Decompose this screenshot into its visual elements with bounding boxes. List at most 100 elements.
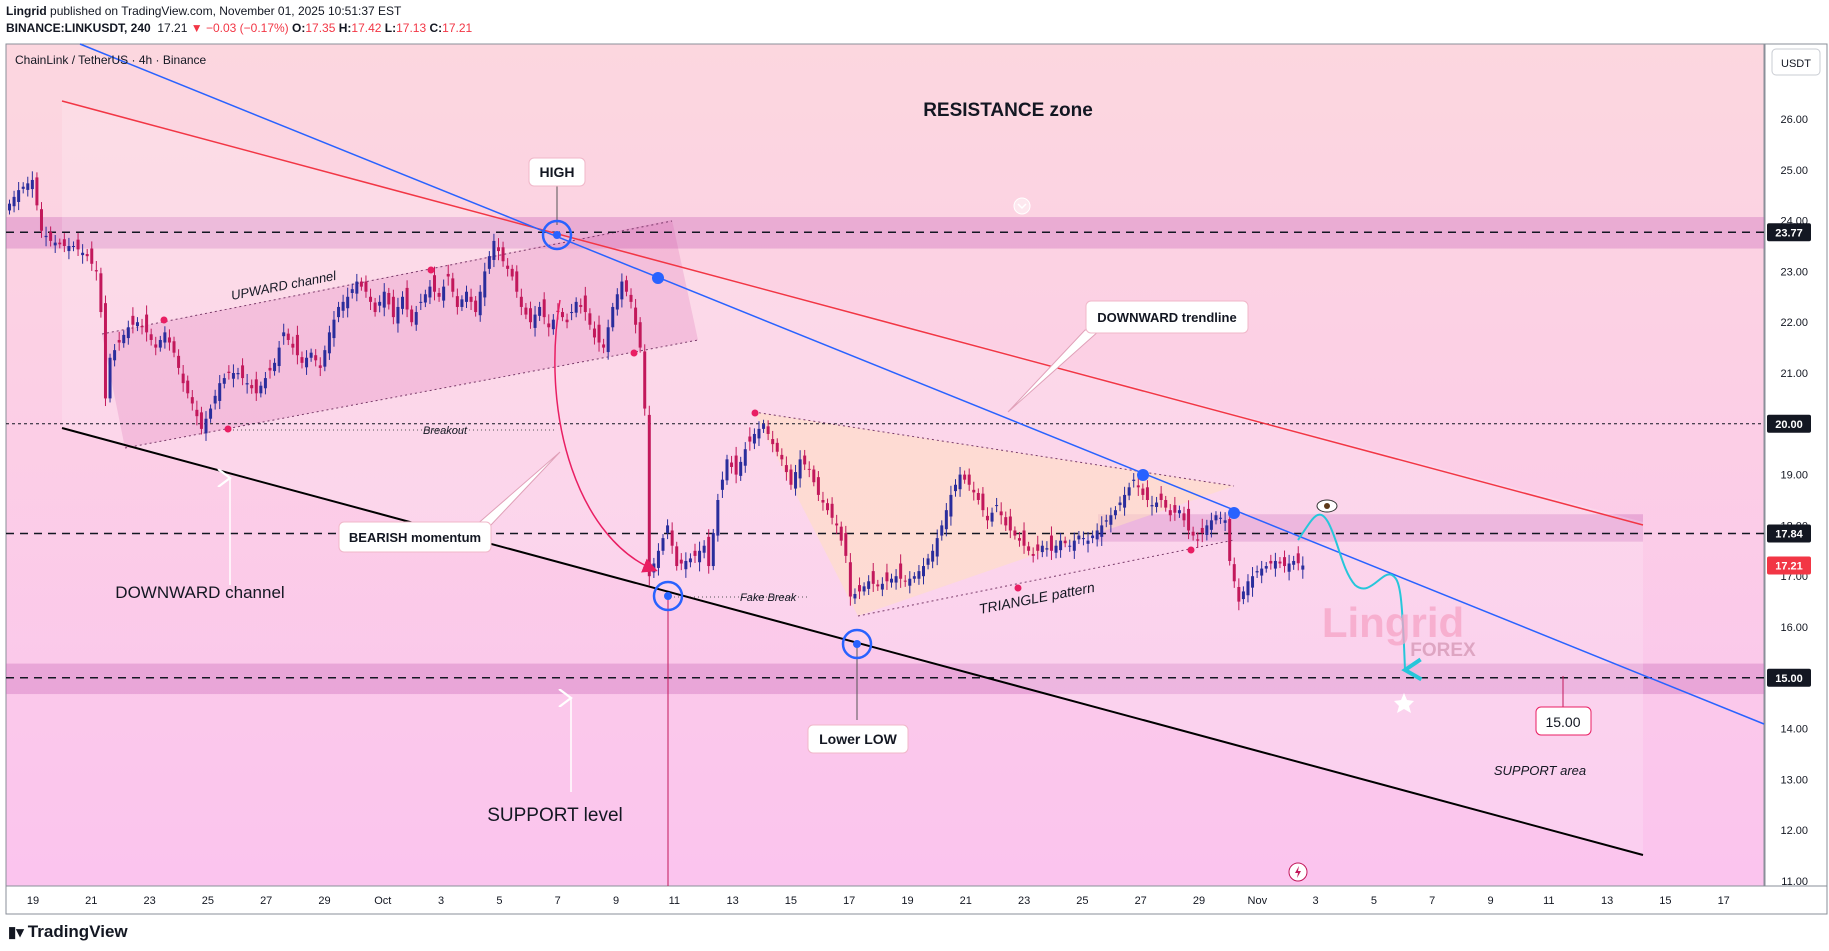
candle-body: [99, 273, 103, 313]
candle-body: [355, 281, 359, 294]
price-badge-4: [1767, 668, 1811, 687]
x-tick-label: 21: [960, 895, 972, 907]
candle-body: [880, 583, 884, 590]
candle-body: [720, 479, 724, 490]
candle-body: [455, 296, 459, 307]
currency-button[interactable]: USDT: [1771, 48, 1821, 76]
fake-break-label: Fake Break: [740, 592, 797, 604]
candle-body: [1177, 510, 1181, 514]
time-axis[interactable]: [5, 885, 1828, 915]
candle-body: [944, 510, 948, 530]
candle-body: [894, 576, 898, 583]
candle-body: [816, 477, 820, 495]
candle-body: [1287, 563, 1291, 572]
candle-body: [181, 373, 185, 384]
upward-channel-bottom: [124, 339, 699, 449]
candle-body: [277, 347, 281, 367]
candle-body: [1068, 545, 1072, 547]
footer-brand: TradingView: [27, 922, 128, 941]
candle-body: [405, 287, 409, 310]
candle-body: [1246, 581, 1250, 596]
candle-body: [323, 350, 327, 367]
candle-body: [1017, 538, 1021, 541]
tradingview-icon: ▮▾: [8, 924, 24, 941]
candle-body: [1219, 517, 1223, 519]
candle-body: [922, 566, 925, 577]
candle-body: [935, 538, 939, 557]
candle-body: [1255, 571, 1259, 573]
author-name[interactable]: Lingrid: [6, 4, 47, 18]
candle-body: [634, 307, 638, 325]
candle-body: [30, 179, 34, 190]
candle-body: [282, 332, 286, 337]
published-text: published on TradingView.com, November 0…: [50, 4, 402, 18]
candle-body: [707, 536, 711, 567]
candle-body: [661, 538, 665, 551]
candle-body: [341, 301, 345, 311]
candle-body: [122, 334, 126, 344]
tradingview-logo[interactable]: ▮▾ TradingView: [8, 922, 128, 942]
candle-body: [1045, 548, 1049, 550]
candle-body: [931, 550, 935, 562]
candle-body: [501, 247, 505, 262]
candle-body: [1141, 488, 1145, 495]
candle-body: [1205, 525, 1209, 535]
currency-label: USDT: [1781, 58, 1811, 70]
candle-body: [730, 462, 734, 467]
candle-body: [437, 292, 441, 297]
candle-body: [90, 248, 94, 264]
y-tick-label: 23.00: [1780, 266, 1808, 278]
candle-body: [807, 468, 811, 470]
candle-body: [318, 365, 322, 368]
candle-body: [158, 339, 162, 348]
candle-body: [1168, 510, 1172, 516]
candle-body: [570, 312, 574, 314]
pivot-dot-5: [1014, 584, 1022, 592]
price-change: ▼ −0.03 (−0.17%): [190, 21, 289, 35]
candle-body: [469, 296, 473, 302]
candle-body: [149, 334, 153, 340]
candle-body: [423, 294, 427, 303]
candle-body: [1036, 544, 1040, 551]
candle-body: [981, 493, 985, 511]
candle-body: [117, 339, 121, 343]
candle-body: [1091, 535, 1095, 539]
candle-body: [524, 307, 528, 315]
candle-body: [190, 397, 194, 404]
candle-body: [1104, 520, 1108, 522]
candle-body: [172, 341, 176, 353]
symbol-label: BINANCE:LINKUSDT, 240: [6, 21, 151, 35]
candle-body: [794, 472, 798, 489]
candle-body: [688, 558, 692, 563]
candle-body: [766, 426, 770, 434]
pivot-dot-1: [427, 266, 435, 274]
x-tick-label: 27: [1135, 895, 1147, 907]
candle-body: [1072, 540, 1076, 551]
candle-body: [1123, 494, 1127, 508]
candle-body: [953, 484, 957, 492]
target-label: 15.00: [1545, 714, 1580, 730]
candle-body: [350, 289, 354, 293]
candle-body: [853, 593, 857, 599]
candle-body: [867, 581, 871, 589]
candle-body: [711, 533, 715, 567]
candle-body: [53, 242, 57, 246]
candle-body: [510, 268, 514, 277]
candle-body: [309, 352, 313, 358]
candle-body: [369, 296, 373, 302]
eye-pupil: [1324, 503, 1330, 509]
y-tick-label: 11.00: [1781, 876, 1808, 888]
scroll-down-icon: [1013, 197, 1031, 215]
candle-body: [876, 584, 880, 587]
watermark-forex: FOREX: [1410, 640, 1476, 661]
candle-body: [1086, 540, 1090, 544]
breakout-label: Breakout: [423, 425, 468, 437]
candle-body: [798, 459, 802, 479]
x-tick-label: 9: [1487, 895, 1493, 907]
candle-body: [1150, 505, 1154, 507]
candle-body: [236, 373, 240, 375]
candle-body: [1063, 540, 1067, 544]
candle-body: [624, 280, 628, 292]
